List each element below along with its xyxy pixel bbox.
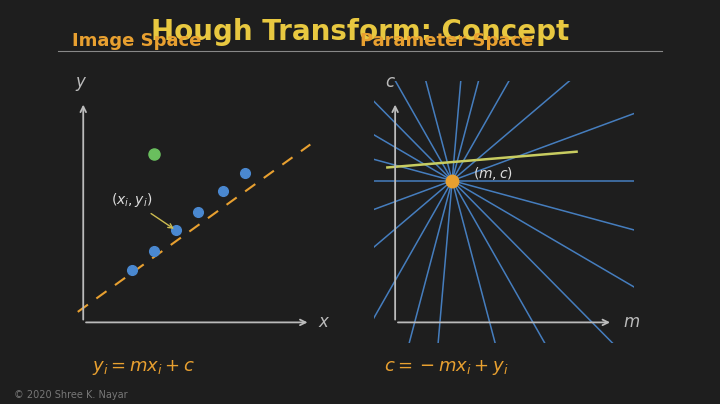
- Text: © 2020 Shree K. Nayar: © 2020 Shree K. Nayar: [14, 390, 128, 400]
- Text: Parameter Space: Parameter Space: [360, 32, 533, 50]
- Text: x: x: [318, 314, 328, 331]
- Text: y: y: [76, 73, 86, 91]
- Text: $(m, c)$: $(m, c)$: [473, 165, 513, 182]
- Text: m: m: [624, 314, 639, 331]
- Text: $y_i = mx_i + c$: $y_i = mx_i + c$: [92, 358, 196, 377]
- Text: $c = -mx_i + y_i$: $c = -mx_i + y_i$: [384, 358, 508, 377]
- Text: Image Space: Image Space: [72, 32, 202, 50]
- Text: Hough Transform: Concept: Hough Transform: Concept: [151, 18, 569, 46]
- Text: $(x_i, y_i)$: $(x_i, y_i)$: [111, 191, 173, 228]
- Text: c: c: [385, 73, 395, 91]
